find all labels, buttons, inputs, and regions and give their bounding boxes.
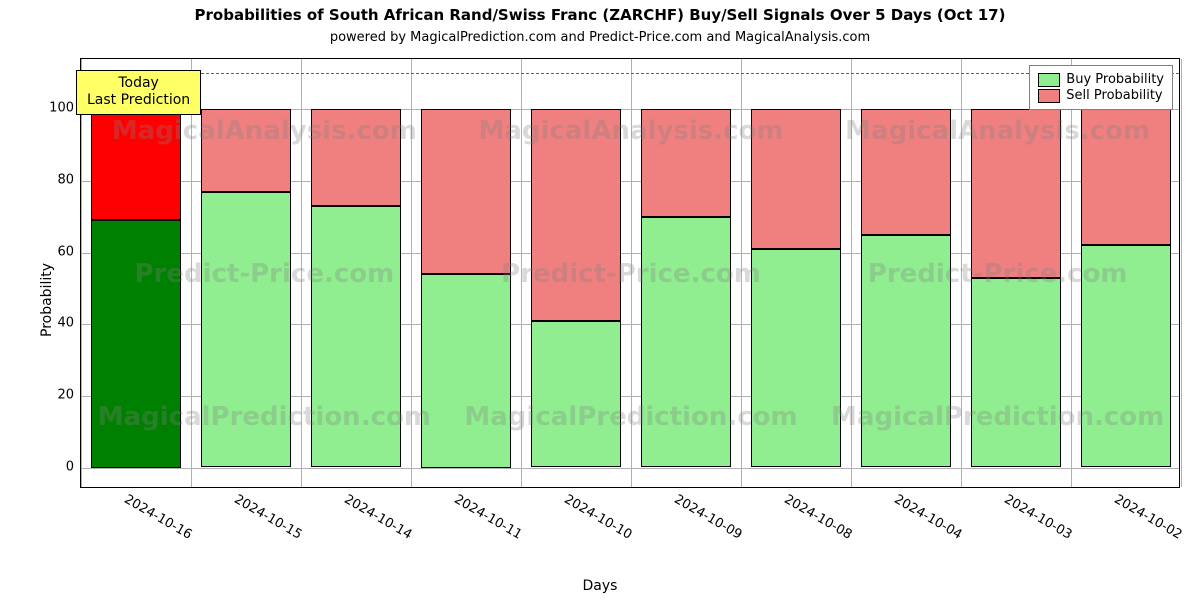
buy-segment: [1081, 245, 1171, 467]
x-axis-label: Days: [0, 578, 1200, 594]
y-tick-label: 100: [34, 101, 74, 116]
x-tick-label: 2024-10-04: [892, 492, 965, 543]
sell-segment: [91, 109, 181, 220]
bar: [971, 59, 1061, 487]
y-tick-label: 60: [34, 244, 74, 259]
buy-segment: [91, 220, 181, 467]
x-tick-label: 2024-10-08: [782, 492, 855, 543]
x-tick-label: 2024-10-03: [1002, 492, 1075, 543]
buy-segment: [861, 235, 951, 468]
sell-segment: [751, 109, 841, 249]
x-tick-label: 2024-10-11: [452, 492, 525, 543]
x-tick-label: 2024-10-02: [1112, 492, 1185, 543]
bar: [641, 59, 731, 487]
x-tick-label: 2024-10-14: [342, 492, 415, 543]
legend-swatch: [1038, 73, 1060, 87]
legend-item: Buy Probability: [1038, 72, 1164, 87]
x-tick-label: 2024-10-10: [562, 492, 635, 543]
bars-layer: [81, 59, 1179, 487]
bar: [531, 59, 621, 487]
y-tick-label: 40: [34, 316, 74, 331]
bar: [91, 59, 181, 487]
chart-container: Probabilities of South African Rand/Swis…: [0, 0, 1200, 600]
sell-segment: [421, 109, 511, 274]
legend-swatch: [1038, 89, 1060, 103]
sell-segment: [861, 109, 951, 234]
buy-segment: [641, 217, 731, 468]
bar: [751, 59, 841, 487]
bar: [1081, 59, 1171, 487]
bar: [311, 59, 401, 487]
bar: [421, 59, 511, 487]
buy-segment: [531, 321, 621, 468]
legend-label: Buy Probability: [1066, 72, 1164, 87]
v-gridline: [1181, 59, 1182, 487]
buy-segment: [971, 278, 1061, 468]
plot-area: MagicalAnalysis.comMagicalAnalysis.comMa…: [80, 58, 1180, 488]
x-tick-label: 2024-10-09: [672, 492, 745, 543]
x-tick-label: 2024-10-16: [122, 492, 195, 543]
legend: Buy ProbabilitySell Probability: [1029, 65, 1173, 110]
buy-segment: [751, 249, 841, 468]
bar: [861, 59, 951, 487]
sell-segment: [531, 109, 621, 320]
sell-segment: [641, 109, 731, 217]
buy-segment: [421, 274, 511, 468]
sell-segment: [971, 109, 1061, 277]
legend-label: Sell Probability: [1066, 88, 1162, 103]
bar: [201, 59, 291, 487]
sell-segment: [1081, 109, 1171, 245]
buy-segment: [311, 206, 401, 468]
y-tick-label: 80: [34, 172, 74, 187]
legend-item: Sell Probability: [1038, 88, 1164, 103]
today-annotation: Today Last Prediction: [76, 70, 201, 115]
reference-line: [81, 73, 1179, 74]
x-tick-label: 2024-10-15: [232, 492, 305, 543]
y-tick-label: 0: [34, 459, 74, 474]
sell-segment: [201, 109, 291, 191]
y-tick-label: 20: [34, 387, 74, 402]
buy-segment: [201, 192, 291, 468]
chart-subtitle: powered by MagicalPrediction.com and Pre…: [0, 30, 1200, 45]
sell-segment: [311, 109, 401, 206]
chart-title: Probabilities of South African Rand/Swis…: [0, 6, 1200, 24]
